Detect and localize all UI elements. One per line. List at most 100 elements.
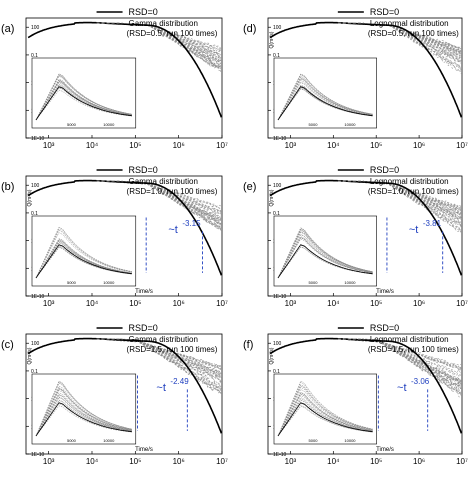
inset-x-tick-label: 10000	[103, 122, 115, 127]
inset-run-line	[277, 234, 373, 279]
x-tick-label: 10⁵	[370, 299, 382, 308]
inset-run-line	[35, 227, 132, 279]
inset-run-line	[35, 400, 132, 437]
panel-label: (a)	[1, 23, 14, 35]
y-tick-label: 100	[273, 25, 282, 31]
rsd0-line	[269, 337, 463, 434]
inset-frame	[31, 57, 137, 129]
legend-label: (RSD=0.5, run 100 times)	[127, 29, 218, 38]
tail-exponent-label: ~t	[156, 382, 165, 394]
inset-run-line	[35, 405, 132, 437]
ensemble-run-line	[269, 338, 462, 396]
inset-rsd0-line	[35, 402, 132, 437]
inset-run-line	[35, 246, 132, 279]
inset-run-line	[277, 74, 373, 121]
inset-run-line	[277, 395, 373, 437]
inset-run-line	[277, 246, 373, 279]
plot-frame	[267, 175, 463, 297]
inset-run-line	[277, 228, 373, 279]
y-tick-label: 100	[31, 25, 40, 31]
inset-run-line	[277, 397, 373, 437]
inset-run-line	[35, 79, 132, 121]
rsd0-line	[269, 179, 463, 276]
inset-x-tick-label: 5000	[309, 280, 319, 285]
panel-label: (c)	[1, 339, 14, 351]
legend-label: (RSD=0.5, run 100 times)	[368, 29, 459, 38]
inset-frame	[273, 57, 377, 129]
inset-run-line	[277, 227, 373, 279]
inset-run-line	[35, 81, 132, 121]
x-axis-label: Time/s	[376, 289, 394, 295]
inset-run-line	[35, 242, 132, 279]
x-tick-label: 10⁵	[129, 141, 141, 150]
inset-run-line	[35, 89, 132, 121]
legend-label: (RSD=1.0, run 100 times)	[368, 187, 459, 196]
y-tick-label: 100	[273, 183, 282, 189]
inset-run-line	[277, 88, 373, 121]
inset-x-tick-label: 10000	[344, 438, 356, 443]
x-tick-label: 10⁴	[327, 141, 340, 150]
x-tick-label: 10⁴	[86, 457, 99, 466]
x-tick-label: 10³	[43, 457, 55, 466]
tail-exponent-power: -3.15	[182, 219, 201, 228]
plot-frame	[267, 17, 463, 139]
inset-run-line	[35, 239, 132, 279]
x-tick-label: 10⁵	[370, 141, 382, 150]
y-tick-label: 0.1	[31, 53, 38, 59]
legend-label: (RSD=1.5, run 100 times)	[127, 345, 218, 354]
inset-run-line	[277, 398, 373, 437]
y-tick-label: 1E-10	[31, 452, 45, 458]
y-axis-label: Q(m³/s)	[269, 347, 275, 364]
inset-rsd0-line	[277, 244, 373, 279]
legend-label: RSD=0	[129, 165, 158, 175]
y-tick-label: 100	[273, 341, 282, 347]
x-tick-label: 10⁵	[129, 299, 141, 308]
x-tick-label: 10⁵	[370, 457, 382, 466]
tail-exponent-power: -3.06	[411, 377, 430, 386]
x-axis-label: Time/s	[135, 447, 153, 453]
ensemble-run-line	[269, 338, 462, 370]
y-axis-label: Q(m³/s)	[269, 31, 275, 48]
inset-x-tick-label: 5000	[67, 280, 77, 285]
panel-e: 10³10⁴10⁵10⁶10⁷1000.11E-41E-71E-10Time/s…	[243, 165, 468, 308]
x-tick-label: 10⁴	[327, 457, 340, 466]
inset-run-line	[277, 393, 373, 437]
inset-run-line	[35, 232, 132, 279]
inset-run-line	[277, 231, 373, 279]
x-tick-label: 10³	[285, 299, 297, 308]
plot-frame	[25, 333, 223, 455]
inset-rsd0-line	[35, 244, 132, 279]
y-tick-label: 1E-10	[273, 452, 287, 458]
inset-run-line	[35, 382, 132, 437]
inset-run-line	[35, 75, 132, 121]
legend-label: Gamma distribution	[129, 335, 198, 344]
ensemble-run-line	[28, 338, 222, 369]
inset-x-tick-label: 10000	[344, 280, 356, 285]
inset-run-line	[35, 82, 132, 121]
x-tick-label: 10³	[43, 141, 55, 150]
inset-run-line	[277, 385, 373, 437]
y-tick-label: 1E-10	[273, 136, 287, 142]
tail-exponent-power: -3.81	[423, 219, 442, 228]
inset-run-line	[35, 396, 132, 437]
legend-label: RSD=0	[370, 165, 399, 175]
tail-exponent-power: -2.49	[170, 377, 189, 386]
x-tick-label: 10⁷	[216, 141, 228, 150]
inset-run-line	[35, 392, 132, 437]
x-tick-label: 10⁷	[456, 299, 468, 308]
tail-exponent-label: ~t	[397, 382, 406, 394]
panel-f: 10³10⁴10⁵10⁶10⁷1000.11E-41E-71E-10Time/s…	[243, 323, 468, 466]
inset-rsd0-line	[277, 402, 373, 437]
rsd0-line	[27, 337, 223, 434]
inset-run-line	[277, 80, 373, 121]
legend-label: RSD=0	[370, 7, 399, 17]
x-tick-label: 10⁴	[86, 299, 99, 308]
y-tick-label: 0.1	[31, 211, 38, 217]
inset-x-tick-label: 5000	[67, 122, 77, 127]
legend-label: Lognormal distribution	[370, 19, 449, 28]
x-tick-label: 10³	[285, 457, 297, 466]
legend-label: RSD=0	[129, 7, 158, 17]
x-tick-label: 10⁷	[216, 457, 228, 466]
inset-rsd0-line	[35, 86, 132, 121]
